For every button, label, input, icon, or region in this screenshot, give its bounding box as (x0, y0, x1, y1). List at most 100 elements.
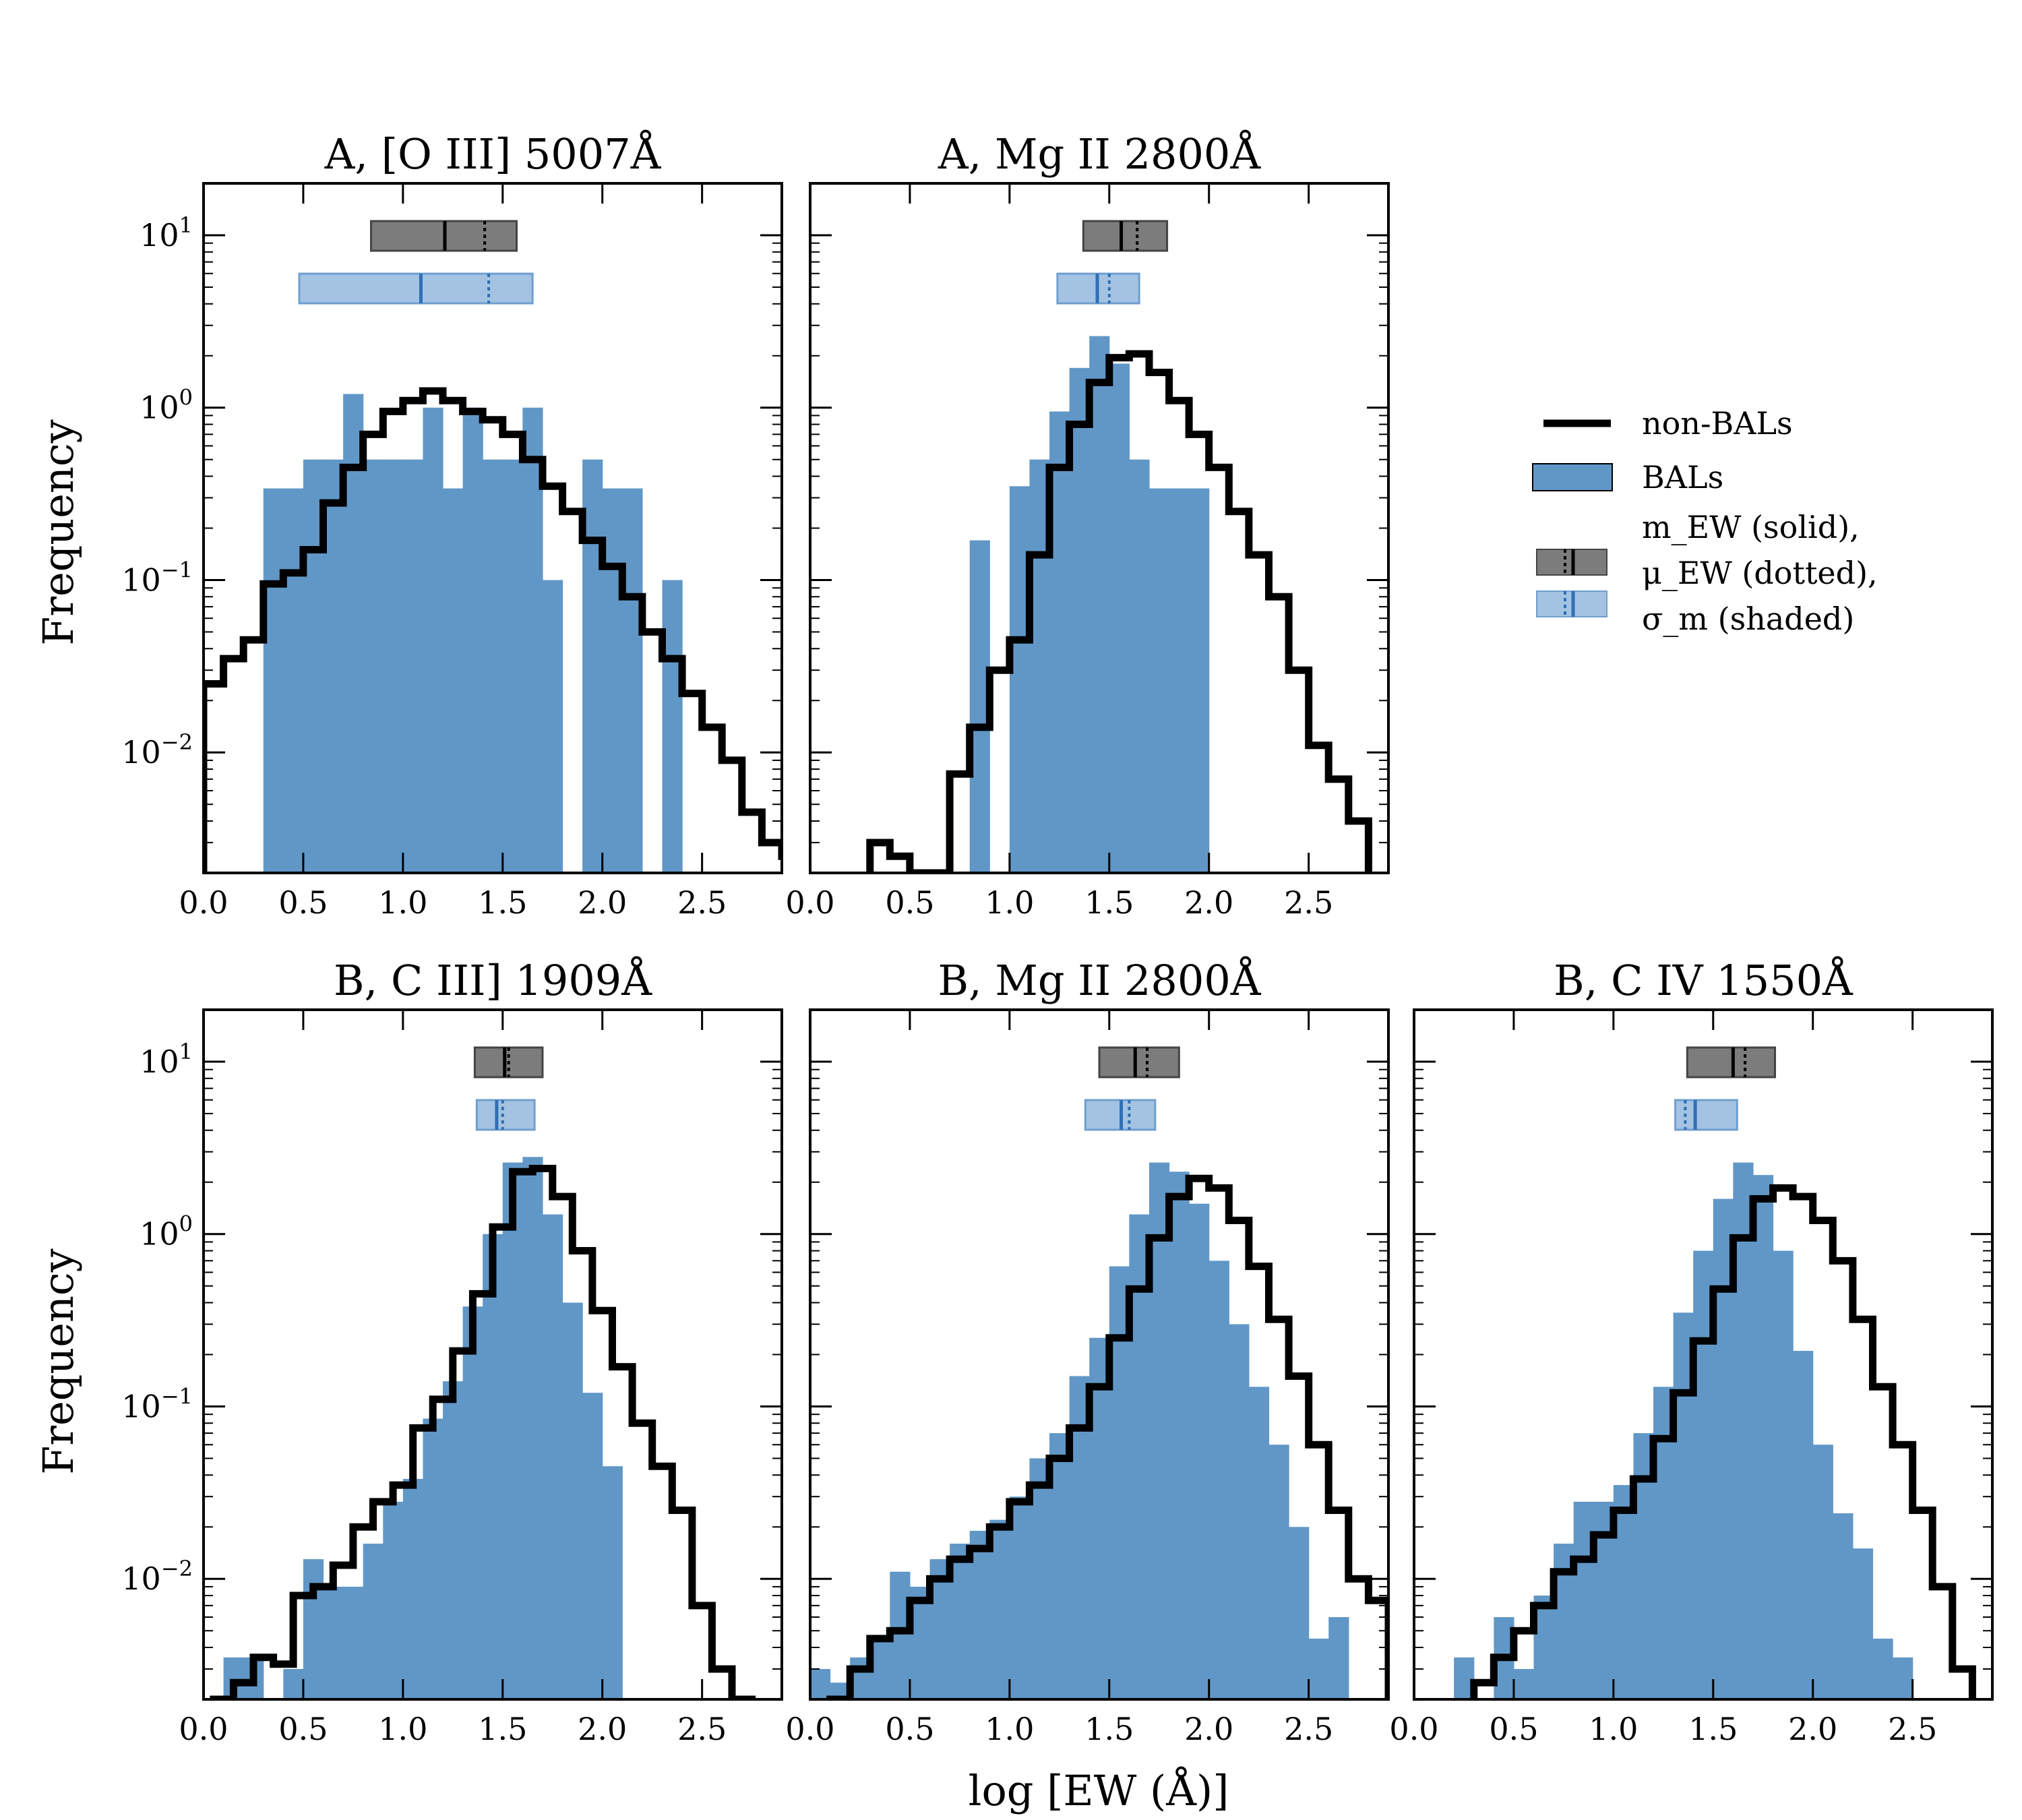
axis-ticks (202, 1009, 782, 1700)
legend-markers-label-2: μ_EW (dotted), (1642, 555, 1878, 591)
x-tick-label: 0.0 (785, 1711, 834, 1747)
x-tick-label: 2.5 (677, 884, 727, 921)
x-tick-label: 1.5 (1688, 1711, 1738, 1747)
bal-bar (483, 459, 503, 873)
nonbal-marker (1098, 1046, 1180, 1079)
bal-bar (1308, 1638, 1329, 1699)
x-tick-label: 2.5 (1284, 884, 1333, 921)
x-tick-label: 0.5 (278, 884, 328, 921)
bal-bar (363, 459, 384, 873)
legend-bal-label: BALs (1642, 459, 1723, 495)
panel-title: A, [O III] 5007Å (324, 129, 662, 179)
bal-bar (1148, 488, 1170, 873)
bal-bar (383, 1501, 404, 1699)
bal-marker (475, 1099, 536, 1131)
x-tick-label: 0.5 (1489, 1711, 1538, 1747)
bal-bar (263, 488, 284, 873)
chart-panel-4: 0.0 0.5 1.0 1.5 2.0 2.5 B, Mg II 2800Å (785, 956, 1390, 1747)
bal-histogram (969, 336, 1210, 873)
nonbal-histogram-line (1470, 1184, 1976, 1699)
bal-histogram (223, 1157, 623, 1699)
bal-bar (1872, 1638, 1893, 1699)
bal-bar (542, 580, 563, 873)
bal-bar (402, 459, 424, 873)
bal-bar (363, 1544, 384, 1699)
x-tick-label: 1.0 (985, 1711, 1034, 1747)
x-tick-label: 2.0 (1184, 1711, 1233, 1747)
bal-marker (1674, 1099, 1738, 1131)
bal-bar (602, 1466, 623, 1699)
bal-bar (1009, 486, 1031, 873)
nonbal-marker (1686, 1046, 1777, 1079)
axis-ticks (809, 1009, 1388, 1700)
x-tick-label: 1.0 (378, 1711, 427, 1747)
x-tick-label: 2.5 (1888, 1711, 1937, 1747)
x-tick-label: 0.5 (278, 1711, 328, 1747)
bal-bar (502, 459, 523, 873)
bal-bar (1289, 1527, 1310, 1699)
bal-bar (443, 488, 464, 873)
y-tick-label: 10−1 (121, 1383, 193, 1424)
x-tick-label: 1.5 (478, 1711, 527, 1747)
bal-bar (542, 1214, 563, 1699)
x-tick-label: 1.0 (378, 884, 427, 921)
bal-bar (402, 1478, 424, 1699)
plot-area (1454, 1046, 1976, 1699)
bal-marker-sigma-box (475, 1099, 536, 1131)
bal-marker-sigma-box (298, 272, 534, 305)
nonbal-marker (473, 1046, 544, 1079)
y-tick-label: 10−2 (121, 729, 193, 770)
bal-bar (1852, 1548, 1874, 1699)
bal-bar (423, 1418, 443, 1699)
bal-bar (343, 1586, 364, 1699)
x-tick-label: 0.0 (1389, 1711, 1438, 1747)
x-tick-label: 2.0 (1788, 1711, 1837, 1747)
bal-bar (323, 1586, 344, 1699)
bal-bar (662, 580, 683, 873)
bal-bar (1812, 1445, 1833, 1699)
y-tick-label: 101 (140, 1039, 193, 1080)
plot-area (204, 220, 782, 873)
x-tick-label: 0.0 (179, 1711, 228, 1747)
legend-markers-label-3: σ_m (shaded) (1642, 601, 1854, 637)
x-tick-label: 2.0 (578, 884, 627, 921)
bal-marker (298, 272, 534, 305)
bal-bar (562, 1302, 583, 1699)
bal-bar (1248, 1387, 1270, 1699)
bal-bar (1109, 363, 1130, 873)
bal-bar (483, 1234, 503, 1699)
panel-title: B, C III] 1909Å (334, 956, 652, 1005)
legend-bal-swatch (1532, 463, 1613, 491)
x-axis-label: log [EW (Å)] (969, 1766, 1229, 1815)
bal-bar (1169, 1172, 1190, 1699)
x-tick-label: 1.0 (1589, 1711, 1638, 1747)
bal-bar (1793, 1351, 1814, 1699)
x-tick-label: 1.5 (1084, 884, 1134, 921)
chart-panel-5: 0.0 0.5 1.0 1.5 2.0 2.5 B, C IV 1550Å (1389, 956, 1994, 1747)
bal-bar (1169, 488, 1190, 873)
bal-bar (283, 1668, 304, 1699)
x-tick-label: 2.0 (1184, 884, 1233, 921)
y-tick-label: 10−1 (121, 557, 193, 598)
bal-bar (1189, 1203, 1210, 1699)
x-tick-label: 0.5 (885, 884, 934, 921)
plot-area (810, 1046, 1388, 1699)
bal-marker (1084, 1099, 1157, 1131)
legend: non-BALs BALs m_EW (solid), μ_EW (dotted… (1532, 405, 1878, 637)
bal-bar (522, 1157, 543, 1699)
bal-bar (1833, 1513, 1854, 1699)
axis-ticks (1413, 1009, 1992, 1700)
y-tick-label: 100 (140, 1211, 193, 1252)
bal-bar (1773, 1250, 1794, 1699)
bal-bar (1268, 1445, 1289, 1699)
legend-nonbal-label: non-BALs (1642, 405, 1793, 442)
x-tick-label: 2.5 (1284, 1711, 1333, 1747)
x-tick-label: 0.5 (885, 1711, 934, 1747)
x-tick-label: 0.0 (785, 884, 834, 921)
chart-panel-1: 0.0 0.5 1.0 1.5 2.0 2.5 10−2 10−1 100 101 A, [O II… (121, 129, 783, 921)
x-tick-label: 2.0 (578, 1711, 627, 1747)
panel-title: B, Mg II 2800Å (938, 956, 1261, 1005)
chart-panel-3: 0.0 0.5 1.0 1.5 2.0 2.5 10−2 10−1 100 101 B, C III… (121, 956, 783, 1747)
axis-ticks (202, 183, 782, 874)
